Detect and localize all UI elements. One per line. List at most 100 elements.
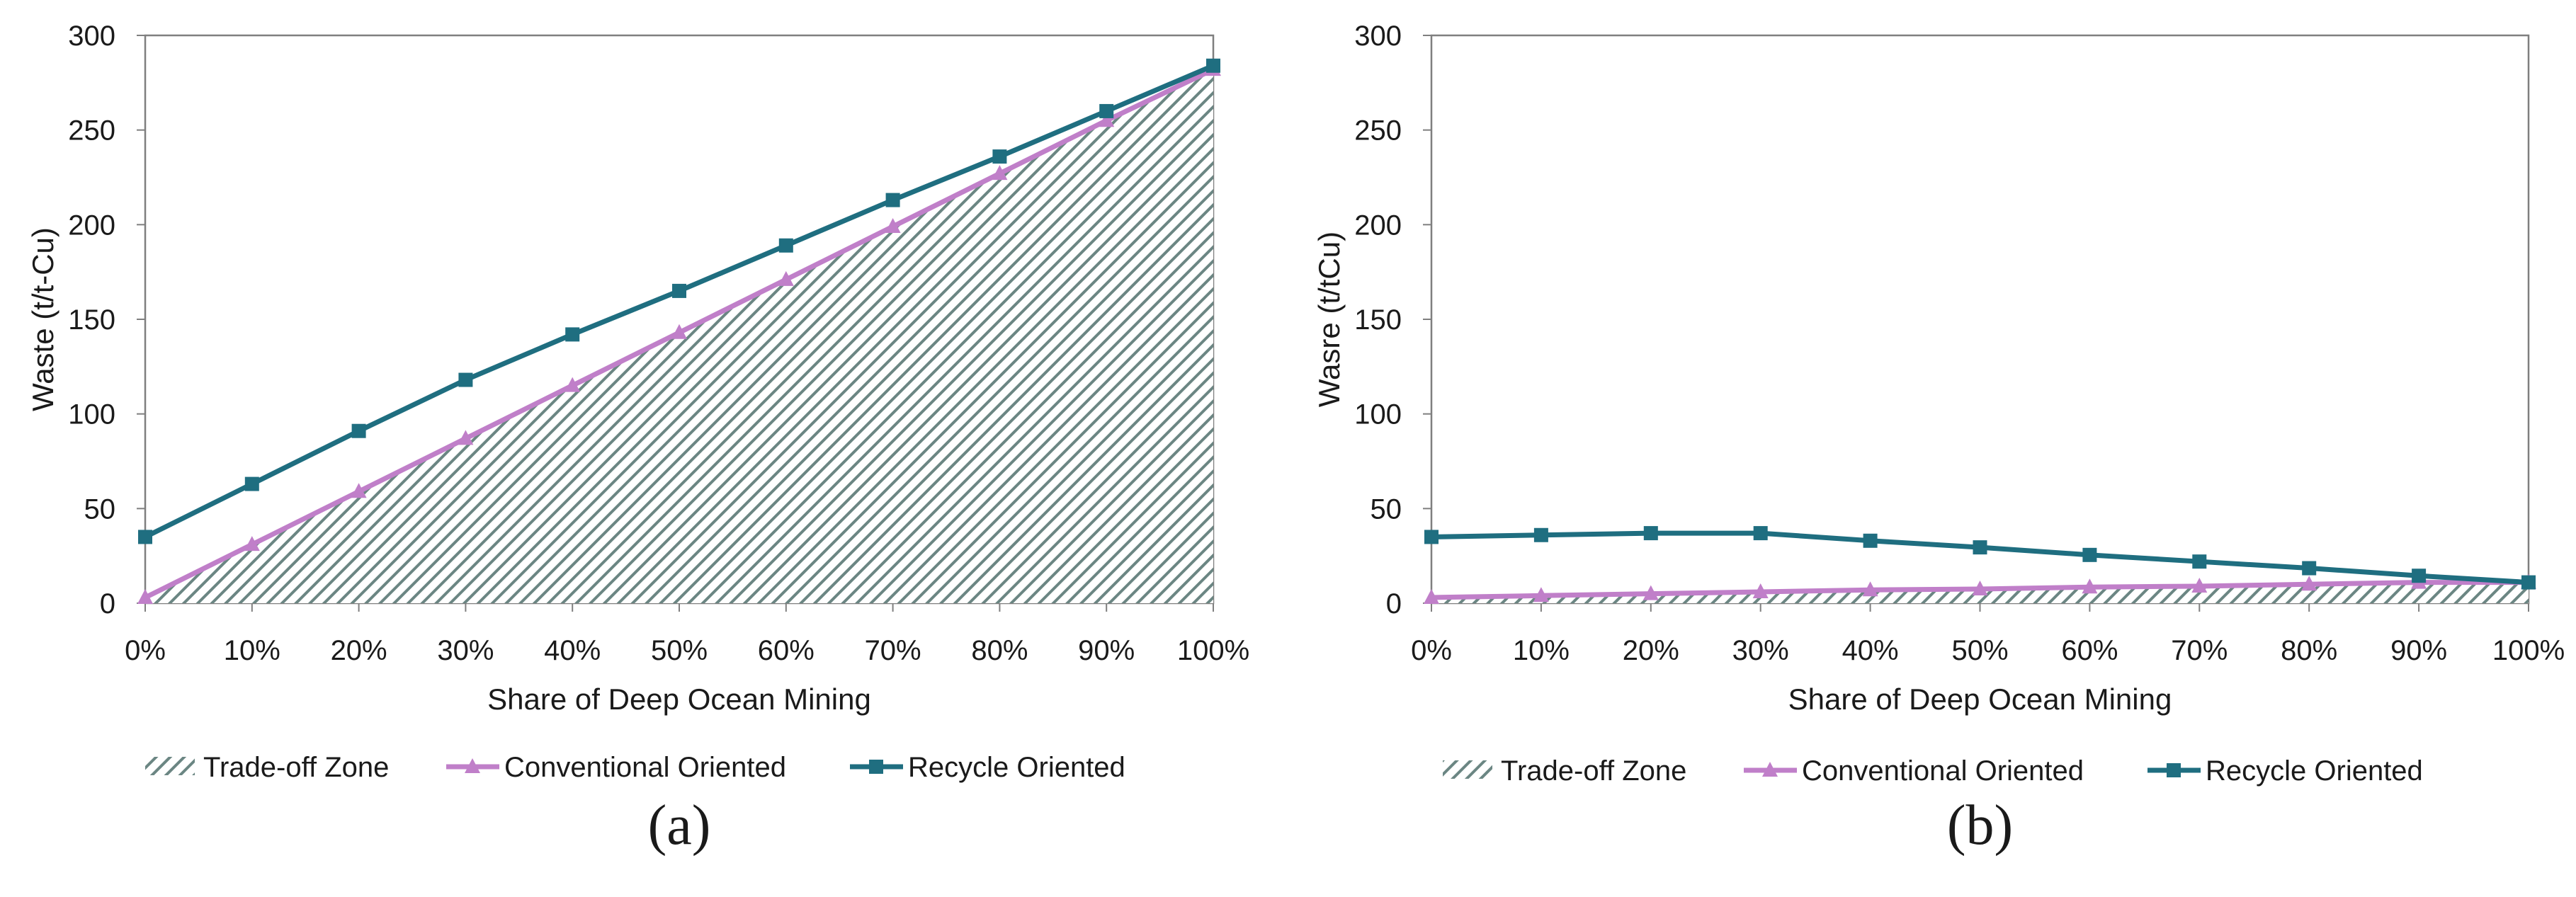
x-tick-label: 60% [2061, 635, 2118, 666]
legend-swatch-marker [1762, 762, 1778, 777]
conventional-point [992, 165, 1008, 181]
recycle-point [2302, 561, 2317, 576]
legend-swatch-marker [2167, 763, 2181, 777]
conventional-point [1752, 583, 1769, 598]
y-tick-label: 300 [68, 21, 115, 52]
conventional-point [2301, 576, 2317, 591]
x-tick-label: 0% [125, 635, 166, 666]
conventional-point [351, 483, 367, 498]
conventional-point [2191, 577, 2208, 593]
panel-label: (a) [648, 794, 711, 857]
recycle-point [2192, 554, 2207, 569]
legend: Trade-off Zone Conventional Oriented Recyc… [1443, 755, 2423, 787]
x-tick-label: 70% [865, 635, 921, 666]
recycle-point [885, 193, 900, 207]
y-tick-label: 200 [68, 210, 115, 241]
legend-item: Recycle Oriented [850, 752, 1125, 783]
recycle-point [351, 423, 366, 438]
x-tick-label: 20% [1623, 635, 1679, 666]
recycle-point [2412, 569, 2427, 583]
legend-label: Conventional Oriented [1802, 755, 2084, 787]
recycle-point [672, 283, 686, 298]
conventional-point [1642, 585, 1659, 600]
x-tick-label: 10% [1513, 635, 1570, 666]
legend-item: Recycle Oriented [2147, 755, 2423, 787]
legend-label: Conventional Oriented [504, 752, 786, 783]
y-tick-label: 150 [1354, 304, 1402, 336]
y-tick-label: 0 [100, 588, 115, 619]
x-tick-label: 100% [2492, 635, 2565, 666]
plot-area-frame [1430, 34, 2530, 605]
conventional-point [244, 536, 260, 552]
panel-label: (b) [1947, 794, 2013, 857]
legend-item: Trade-off Zone [1443, 755, 1686, 787]
conventional-point [137, 588, 153, 604]
legend-label: Trade-off Zone [1501, 755, 1686, 787]
x-tick-label: 60% [758, 635, 815, 666]
legend-swatch-marker [869, 760, 883, 774]
x-axis-title: Share of Deep Ocean Mining [1788, 682, 2172, 716]
recycle-point [1973, 540, 1987, 555]
legend-swatch-tradeoff [145, 757, 195, 775]
recycle-point [778, 238, 793, 253]
recycle-point [2082, 547, 2097, 562]
y-tick-label: 100 [68, 399, 115, 430]
conventional-point [885, 218, 901, 234]
recycle-point [458, 372, 473, 387]
x-tick-label: 50% [1951, 635, 2008, 666]
recycle-point [1753, 526, 1768, 541]
x-tick-label: 40% [544, 635, 601, 666]
y-tick-label: 300 [1354, 21, 1402, 52]
x-tick-label: 90% [2390, 635, 2447, 666]
y-tick-label: 50 [1371, 493, 1402, 525]
x-tick-label: 40% [1842, 635, 1899, 666]
recycle-point [992, 149, 1007, 164]
recycle-point [244, 476, 259, 491]
x-tick-label: 30% [437, 635, 494, 666]
recycle-point [2521, 575, 2536, 590]
x-tick-label: 70% [2171, 635, 2228, 666]
y-tick-label: 250 [1354, 115, 1402, 147]
y-tick-label: 0 [1386, 588, 1402, 619]
y-tick-label: 200 [1354, 210, 1402, 241]
x-tick-label: 0% [1411, 635, 1452, 666]
legend-item: Trade-off Zone [145, 752, 389, 783]
recycle-point [1424, 530, 1439, 544]
conventional-point [1533, 587, 1549, 602]
recycle-point [1643, 526, 1658, 541]
conventional-point [2082, 578, 2098, 594]
recycle-point [1533, 527, 1548, 542]
legend-label: Recycle Oriented [908, 752, 1125, 783]
x-tick-label: 50% [651, 635, 708, 666]
y-axis-title: Wasre (t/tCu) [1312, 232, 1346, 407]
conventional-point [1099, 112, 1115, 127]
recycle-point [565, 327, 580, 342]
recycle-point [138, 530, 152, 544]
x-tick-label: 30% [1732, 635, 1789, 666]
recycle-point [1206, 58, 1220, 73]
conventional-point [1424, 588, 1439, 604]
legend-swatch-tradeoff [1443, 760, 1492, 779]
conventional-point [778, 270, 794, 286]
conventional-point [1862, 581, 1878, 597]
chart-panel-b: 0 50 100 150 200 250 300 0% 10% 20% 30% 40% 50% 60% 70… [1312, 21, 2565, 857]
x-tick-label: 80% [2281, 635, 2337, 666]
recycle-point [1099, 103, 1114, 118]
legend-swatch-marker [465, 758, 480, 773]
y-axis-title: Waste (t/t-Cu) [26, 227, 59, 411]
x-tick-label: 20% [331, 635, 387, 666]
recycle-point [1863, 533, 1878, 548]
legend-item: Conventional Oriented [446, 752, 786, 783]
y-tick-label: 250 [68, 115, 115, 147]
legend-label: Recycle Oriented [2206, 755, 2423, 787]
y-tick-label: 150 [68, 304, 115, 336]
x-tick-label: 80% [971, 635, 1028, 666]
conventional-point [1972, 580, 1988, 595]
conventional-point [671, 324, 687, 339]
legend-item: Conventional Oriented [1744, 755, 2084, 787]
conventional-point [458, 430, 474, 445]
y-tick-label: 50 [84, 493, 116, 525]
conventional-point [564, 377, 581, 392]
